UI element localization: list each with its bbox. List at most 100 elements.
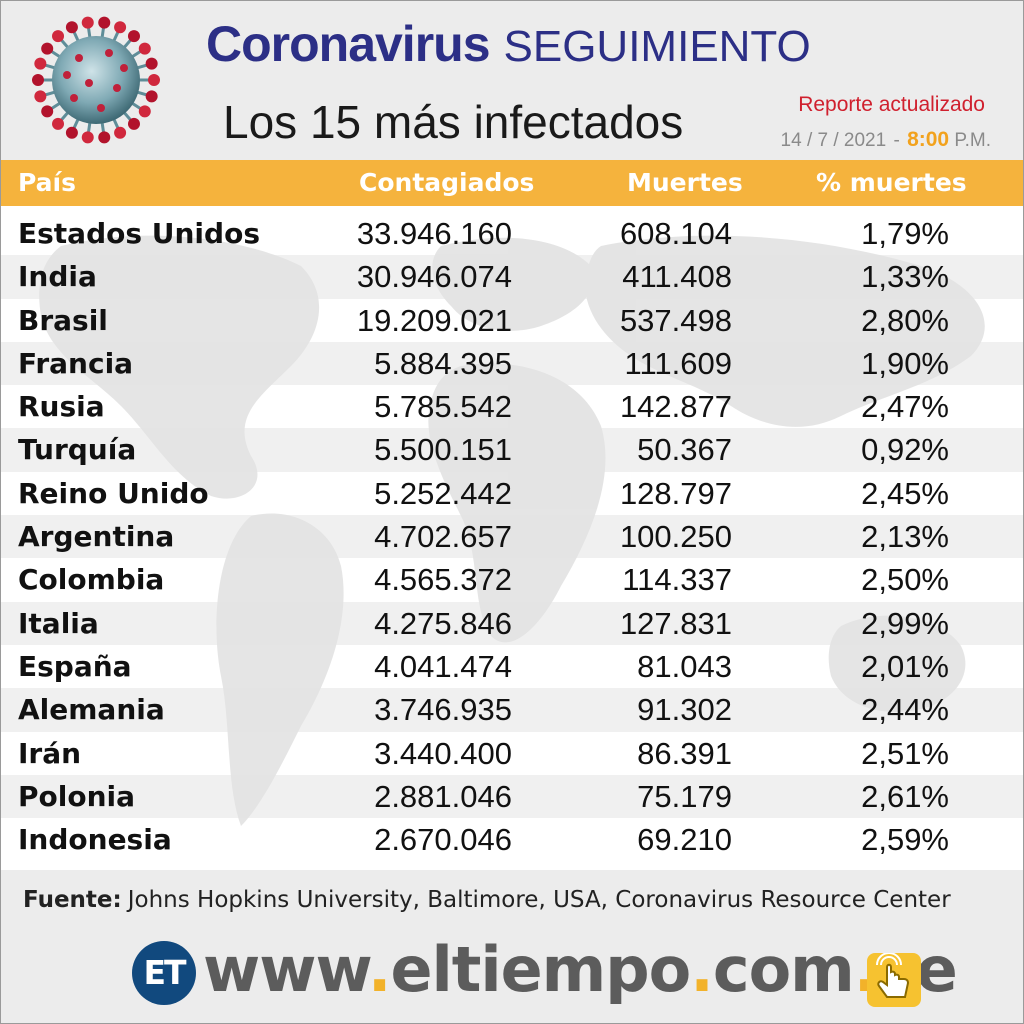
cell-infected: 4.041.474: [374, 648, 512, 684]
cell-death-rate: 2,45%: [861, 475, 949, 511]
cell-country: Argentina: [18, 520, 175, 554]
cell-country: Colombia: [18, 563, 165, 597]
el-tiempo-logo: ET: [132, 941, 196, 1005]
cell-deaths: 100.250: [619, 519, 732, 555]
table-row: India 30.946.074 411.408 1,33%: [1, 255, 1023, 299]
cell-country: Francia: [18, 346, 134, 380]
cell-country: España: [18, 649, 132, 683]
cell-deaths: 91.302: [637, 692, 732, 728]
cell-deaths: 127.831: [619, 605, 732, 641]
cell-death-rate: 2,51%: [861, 735, 949, 771]
cell-deaths: 111.609: [624, 345, 732, 381]
data-table: País Contagiados Muertes % muertes Estad…: [1, 160, 1023, 870]
cell-deaths: 50.367: [637, 432, 732, 468]
report-label: Reporte actualizado: [798, 93, 985, 116]
cell-deaths: 142.877: [619, 389, 732, 425]
cell-country: Brasil: [18, 303, 108, 337]
table-row: Reino Unido 5.252.442 128.797 2,45%: [1, 472, 1023, 515]
table-row: Argentina 4.702.657 100.250 2,13%: [1, 515, 1023, 559]
cell-death-rate: 2,13%: [861, 519, 949, 555]
report-ampm: P.M.: [954, 130, 991, 151]
source-text: Johns Hopkins University, Baltimore, USA…: [127, 887, 951, 913]
cell-country: Turquía: [18, 433, 137, 467]
source-line: Fuente: Johns Hopkins University, Baltimo…: [23, 887, 951, 913]
cell-deaths: 537.498: [619, 302, 732, 338]
column-header-death-rate: % muertes: [816, 168, 967, 197]
title-light: SEGUIMIENTO: [503, 22, 811, 71]
cell-deaths: 411.408: [622, 259, 732, 295]
url-part: www: [203, 933, 369, 1006]
cell-infected: 4.565.372: [374, 562, 512, 598]
cell-infected: 4.702.657: [374, 519, 512, 555]
source-label: Fuente:: [23, 887, 122, 913]
cell-infected: 30.946.074: [356, 259, 512, 295]
table-row: Alemania 3.746.935 91.302 2,44%: [1, 688, 1023, 732]
cell-country: Italia: [18, 606, 99, 640]
coronavirus-icon: [32, 16, 160, 144]
cell-death-rate: 2,80%: [861, 302, 949, 338]
cell-death-rate: 2,61%: [861, 778, 949, 814]
table-header: País Contagiados Muertes % muertes: [1, 160, 1023, 206]
table-row: Turquía 5.500.151 50.367 0,92%: [1, 428, 1023, 472]
table-row: España 4.041.474 81.043 2,01%: [1, 645, 1023, 688]
cell-infected: 4.275.846: [374, 605, 512, 641]
report-date: 14 / 7 / 2021: [780, 130, 887, 151]
report-time: 8:00: [907, 128, 950, 151]
cell-infected: 19.209.021: [356, 302, 512, 338]
cell-death-rate: 1,90%: [861, 345, 949, 381]
cell-infected: 5.252.442: [374, 475, 512, 511]
cell-country: Polonia: [18, 779, 136, 813]
cell-infected: 5.884.395: [374, 345, 512, 381]
table-row: Italia 4.275.846 127.831 2,99%: [1, 601, 1023, 645]
cell-death-rate: 2,47%: [861, 389, 949, 425]
cell-deaths: 86.391: [637, 735, 732, 771]
pointer-hand-icon: [867, 952, 921, 1007]
table-row: Estados Unidos 33.946.160 608.104 1,79%: [1, 212, 1023, 255]
cell-infected: 3.746.935: [374, 692, 512, 728]
cell-country: India: [18, 260, 97, 294]
table-row: Polonia 2.881.046 75.179 2,61%: [1, 774, 1023, 819]
cell-infected: 2.881.046: [374, 778, 512, 814]
column-header-country: País: [18, 168, 76, 197]
cell-country: Alemania: [18, 693, 165, 727]
cell-death-rate: 1,33%: [861, 259, 949, 295]
subtitle: Los 15 más infectados: [223, 96, 684, 148]
table-row: Colombia 4.565.372 114.337 2,50%: [1, 558, 1023, 601]
cell-deaths: 69.210: [637, 822, 732, 858]
table-row: Brasil 19.209.021 537.498 2,80%: [1, 299, 1023, 342]
cell-country: Indonesia: [18, 823, 172, 857]
cell-deaths: 114.337: [622, 562, 732, 598]
cell-death-rate: 2,44%: [861, 692, 949, 728]
cell-infected: 2.670.046: [374, 822, 512, 858]
cell-infected: 5.785.542: [374, 389, 512, 425]
table-body: Estados Unidos 33.946.160 608.104 1,79% Ind…: [1, 212, 1023, 861]
cell-country: Irán: [18, 736, 82, 770]
column-header-infected: Contagiados: [359, 168, 535, 197]
cell-infected: 5.500.151: [374, 432, 512, 468]
cell-deaths: 128.797: [619, 475, 732, 511]
cell-deaths: 81.043: [637, 648, 732, 684]
cell-country: Rusia: [18, 390, 105, 424]
cell-infected: 33.946.160: [356, 216, 512, 251]
page-title: Coronavirus SEGUIMIENTO: [206, 19, 811, 69]
cell-death-rate: 2,99%: [861, 605, 949, 641]
table-row: Indonesia 2.670.046 69.210 2,59%: [1, 818, 1023, 861]
cell-death-rate: 2,59%: [861, 822, 949, 858]
website-link[interactable]: www.eltiempo.com.ve: [203, 933, 958, 1006]
cell-death-rate: 2,50%: [861, 562, 949, 598]
title-bold: Coronavirus: [206, 16, 491, 72]
cell-infected: 3.440.400: [374, 735, 512, 771]
cell-death-rate: 1,79%: [861, 216, 949, 251]
cell-deaths: 608.104: [619, 216, 732, 251]
url-part: com: [712, 933, 855, 1006]
table-row: Irán 3.440.400 86.391 2,51%: [1, 732, 1023, 775]
url-part: eltiempo: [390, 933, 691, 1006]
table-row: Francia 5.884.395 111.609 1,90%: [1, 341, 1023, 386]
cell-country: Estados Unidos: [18, 217, 260, 250]
cell-country: Reino Unido: [18, 476, 209, 510]
cell-death-rate: 2,01%: [861, 648, 949, 684]
cell-deaths: 75.179: [637, 778, 732, 814]
cell-death-rate: 0,92%: [861, 432, 949, 468]
report-date-line: 14 / 7 / 2021 - 8:00 P.M.: [780, 128, 991, 151]
